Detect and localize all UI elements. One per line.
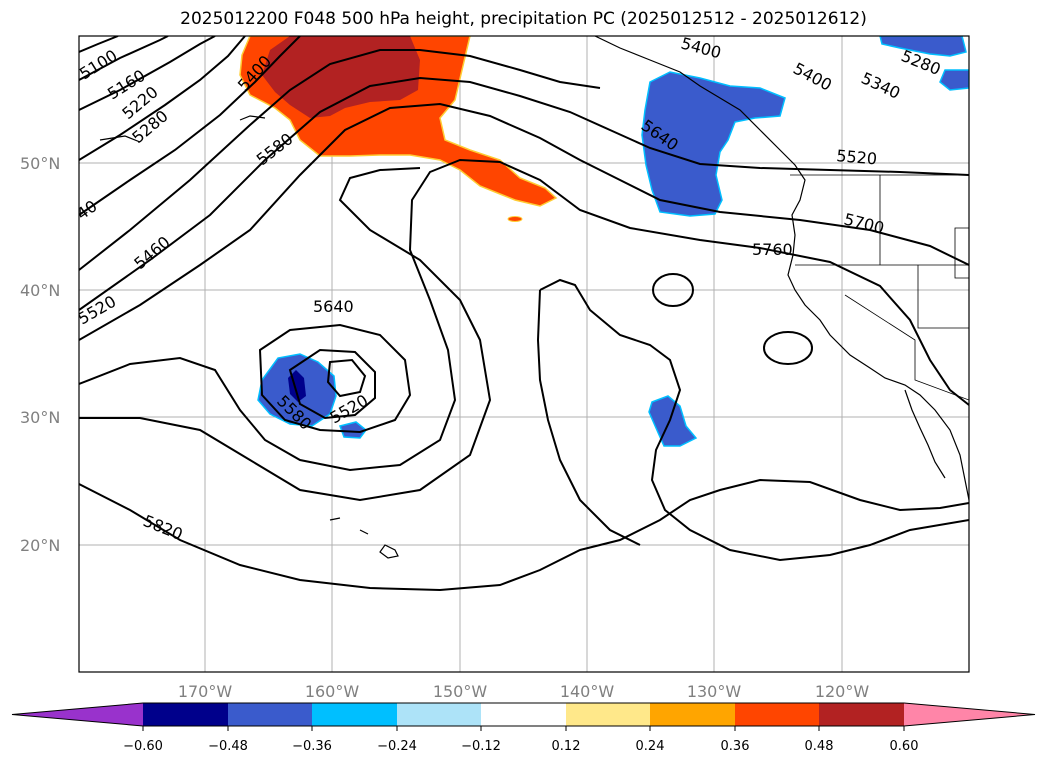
colorbar-segment xyxy=(143,703,228,726)
colorbar: −0.60 −0.48 −0.36 −0.24 −0.12 0.12 0.24 … xyxy=(11,702,1036,754)
colorbar-tick-label: −0.24 xyxy=(377,739,417,754)
lon-label: 170°W xyxy=(178,682,233,701)
colorbar-tick-label: 0.48 xyxy=(805,739,834,754)
longitude-labels: 170°W 160°W 150°W 140°W 130°W 120°W xyxy=(178,682,870,701)
colorbar-tick-label: 0.60 xyxy=(890,739,919,754)
colorbar-segment xyxy=(819,703,904,726)
map-plot-area: 5100 5160 5220 5280 5340 5400 5460 5520 … xyxy=(79,36,969,672)
lat-label: 30°N xyxy=(20,408,60,427)
contour-label: 5760 xyxy=(752,240,793,259)
colorbar-extend-low xyxy=(12,703,143,726)
borders xyxy=(790,174,969,401)
lat-label: 50°N xyxy=(20,154,60,173)
colorbar-segment xyxy=(566,703,650,726)
colorbar-tick-label: 0.24 xyxy=(636,739,665,754)
precip-negative-central-pacific xyxy=(257,353,698,447)
lat-label: 20°N xyxy=(20,536,60,555)
lon-label: 140°W xyxy=(560,682,615,701)
colorbar-segment xyxy=(397,703,481,726)
colorbar-tick-label: −0.12 xyxy=(461,739,501,754)
colorbar-segment xyxy=(650,703,735,726)
colorbar-segment xyxy=(481,703,566,726)
colorbar-tick-label: −0.36 xyxy=(292,739,332,754)
colorbar-tick-label: −0.60 xyxy=(123,739,163,754)
colorbar-segment xyxy=(735,703,819,726)
lon-label: 150°W xyxy=(433,682,488,701)
colorbar-tick-label: 0.36 xyxy=(721,739,750,754)
map-frame xyxy=(78,35,970,673)
lon-label: 130°W xyxy=(687,682,742,701)
lon-label: 160°W xyxy=(305,682,360,701)
contour-label: 5640 xyxy=(313,297,354,316)
lon-label: 120°W xyxy=(815,682,870,701)
colorbar-segment xyxy=(228,703,312,726)
latitude-labels: 50°N 40°N 30°N 20°N xyxy=(20,154,60,555)
height-contours xyxy=(79,36,969,592)
colorbar-extend-high xyxy=(904,703,1035,726)
precip-negative-pacific-nw xyxy=(641,36,969,217)
lat-label: 40°N xyxy=(20,281,60,300)
precip-positive-gulf-of-alaska xyxy=(239,36,558,222)
contour-label: 5520 xyxy=(836,146,878,168)
map-title: 2025012200 F048 500 hPa height, precipit… xyxy=(180,9,867,29)
colorbar-tick-label: −0.48 xyxy=(208,739,248,754)
colorbar-segment xyxy=(312,703,397,726)
colorbar-tick-label: 0.12 xyxy=(552,739,581,754)
